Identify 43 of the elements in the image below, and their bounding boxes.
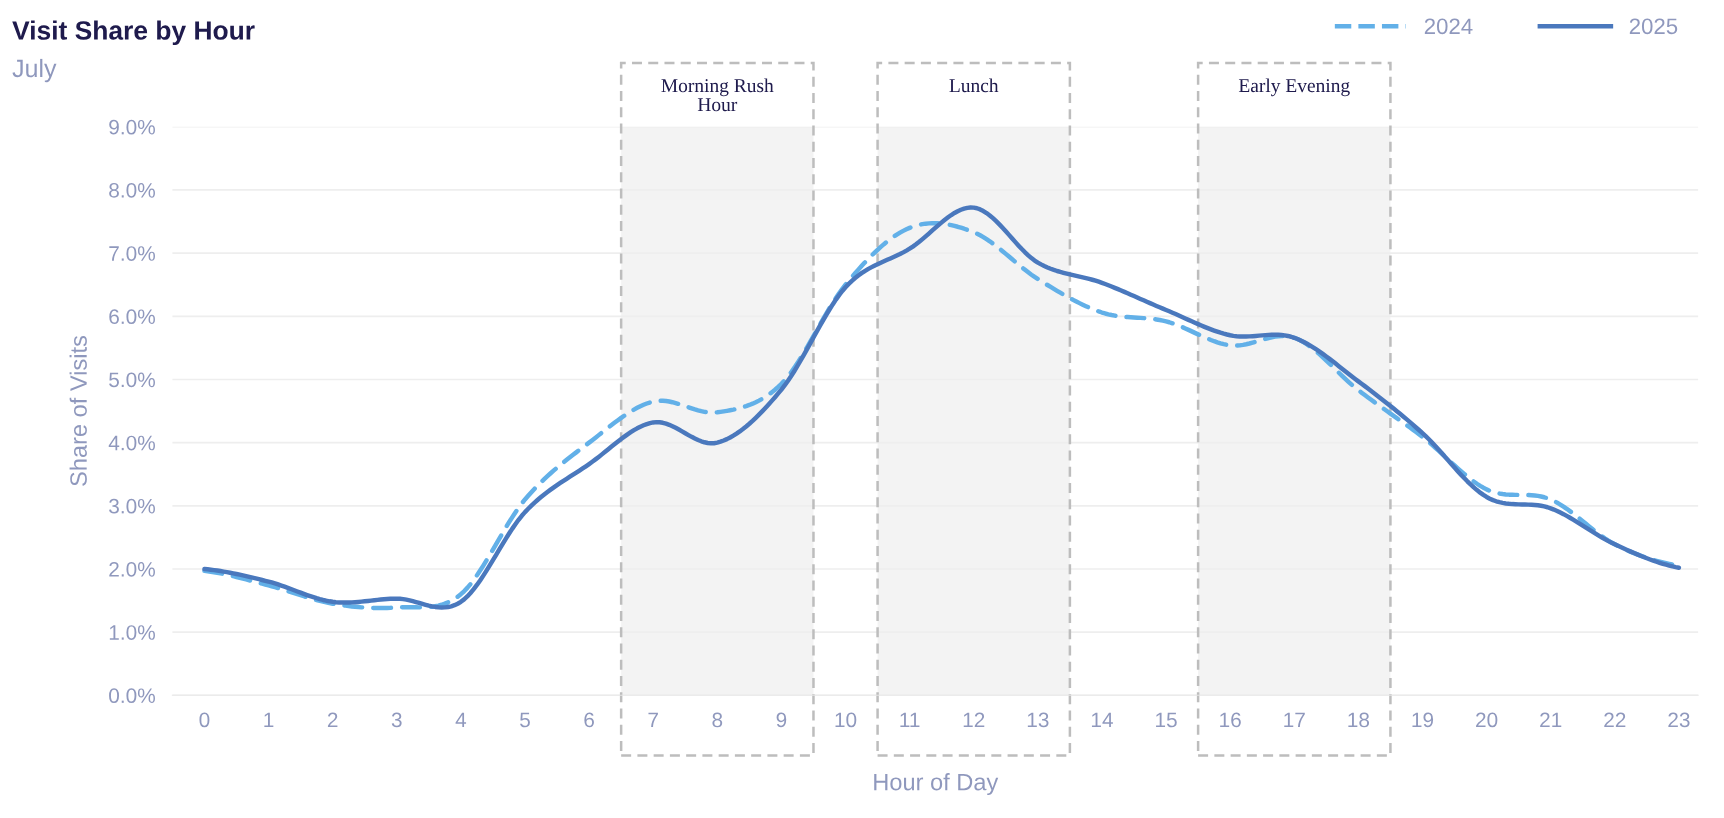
x-tick-label: 3 — [391, 712, 402, 728]
x-tick-label: 19 — [1412, 712, 1434, 728]
chart-title: Visit Share by Hour — [12, 20, 255, 46]
x-tick-label: 20 — [1476, 712, 1498, 728]
y-tick-label: 8.0% — [109, 182, 155, 198]
x-tick-label: 6 — [584, 712, 594, 728]
x-tick-label: 12 — [963, 712, 985, 728]
legend-label: 2024 — [1424, 18, 1473, 35]
y-tick-label: 3.0% — [109, 498, 155, 514]
y-tick-label: 9.0% — [109, 119, 155, 135]
y-tick-label: 0.0% — [109, 688, 155, 704]
x-tick-label: 22 — [1604, 712, 1626, 728]
x-tick-label: 17 — [1284, 712, 1305, 728]
x-tick-label: 8 — [712, 712, 723, 728]
x-tick-label: 9 — [776, 712, 787, 728]
band-label: Lunch — [949, 78, 999, 93]
x-tick-label: 5 — [520, 712, 530, 728]
band-label: Morning Rush Hour — [661, 78, 774, 112]
x-tick-label: 0 — [199, 712, 210, 728]
y-axis-title: Share of Visits — [69, 335, 87, 486]
y-tick-label: 2.0% — [109, 561, 155, 577]
legend-label: 2025 — [1629, 18, 1678, 35]
chart-subtitle: July — [12, 58, 57, 83]
x-axis-title: Hour of Day — [874, 773, 999, 796]
x-tick-label: 16 — [1220, 712, 1241, 728]
x-tick-label: 15 — [1156, 712, 1177, 728]
y-tick-label: 4.0% — [108, 435, 155, 451]
x-tick-label: 14 — [1091, 712, 1113, 728]
y-tick-label: 6.0% — [109, 309, 155, 325]
x-tick-label: 2 — [327, 712, 338, 728]
x-tick-label: 1 — [264, 712, 274, 728]
x-tick-label: 23 — [1668, 712, 1690, 728]
x-tick-label: 21 — [1540, 712, 1562, 728]
x-tick-label: 10 — [835, 712, 857, 728]
x-tick-label: 18 — [1348, 712, 1370, 728]
y-tick-label: 1.0% — [109, 625, 155, 640]
y-tick-label: 5.0% — [109, 372, 155, 388]
x-tick-label: 7 — [648, 712, 658, 728]
x-tick-label: 13 — [1027, 712, 1049, 728]
y-tick-label: 7.0% — [109, 246, 155, 261]
x-tick-label: 11 — [900, 712, 920, 728]
x-tick-label: 4 — [455, 712, 467, 728]
band-label: Early Evening — [1238, 78, 1350, 97]
